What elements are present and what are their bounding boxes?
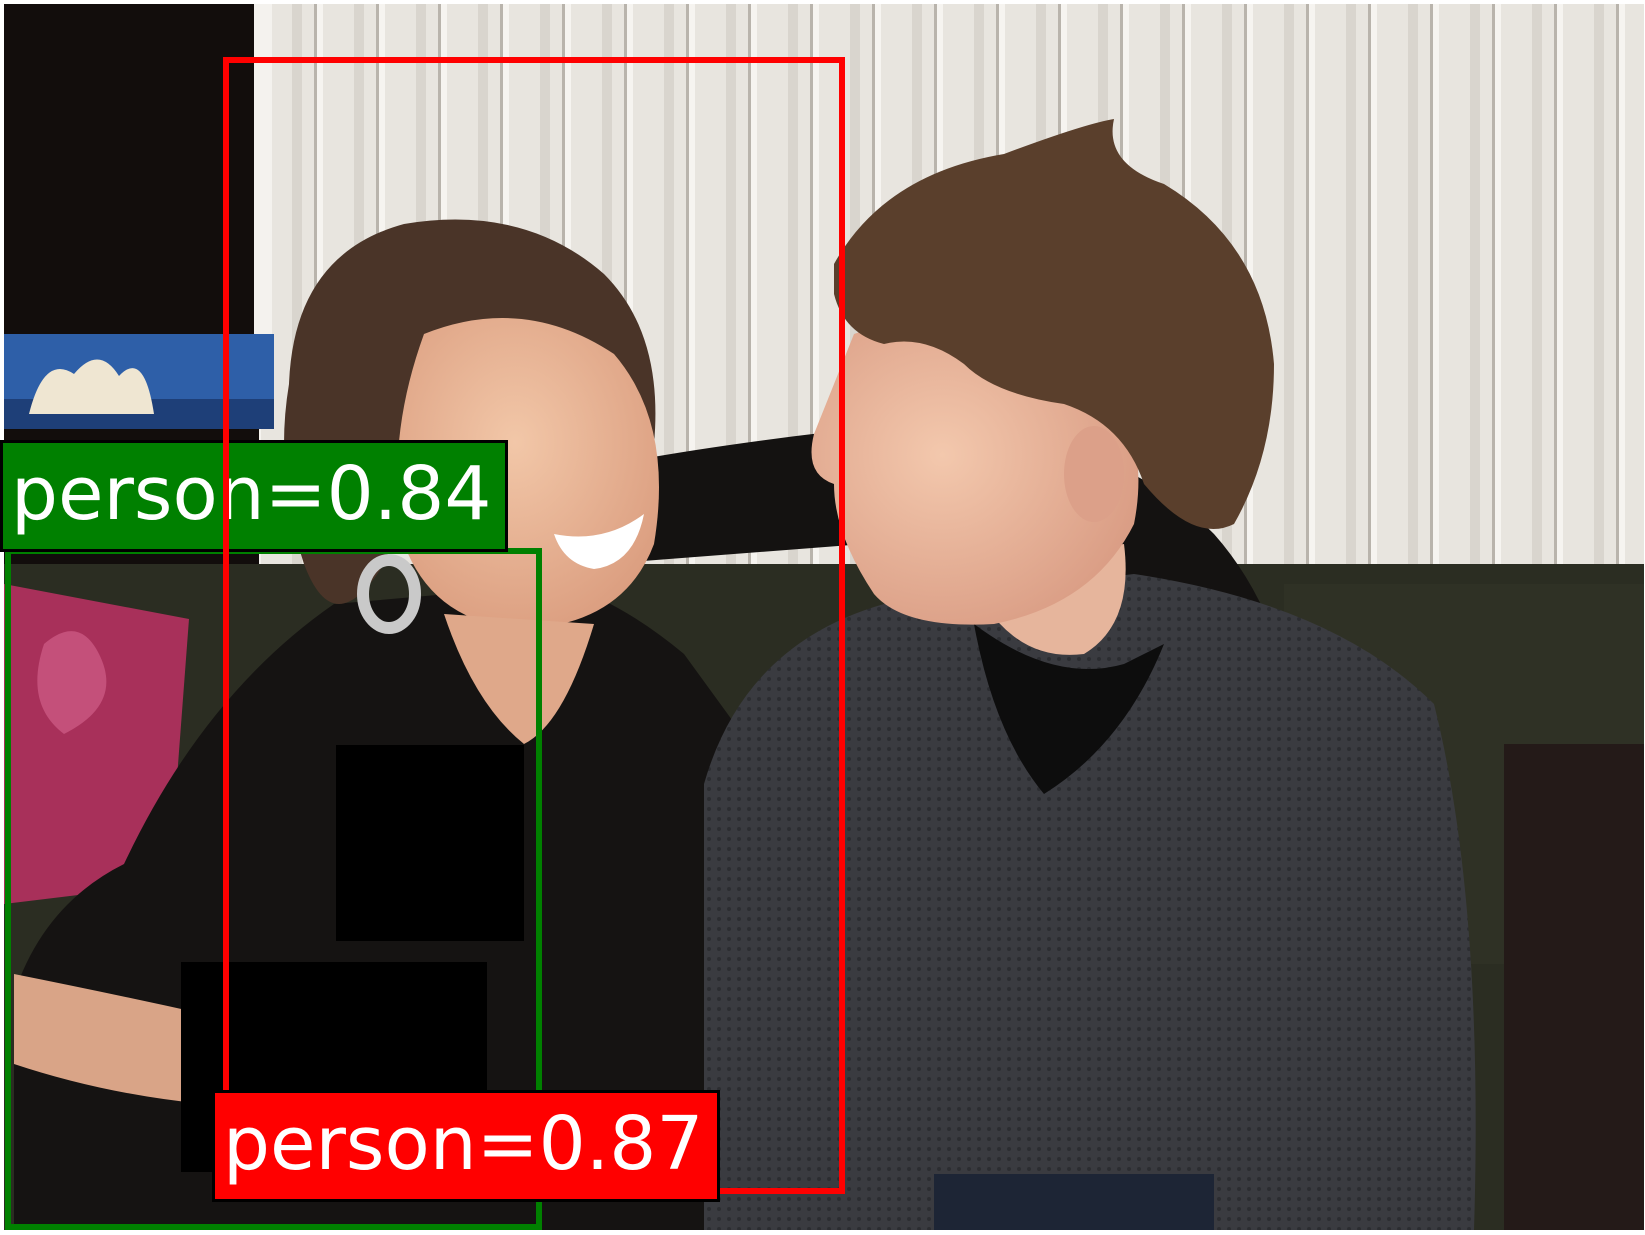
detection-label-person-green: person=0.84: [0, 440, 509, 552]
candles: [29, 359, 154, 414]
redaction-block-upper: [336, 745, 524, 941]
earring: [357, 554, 421, 634]
photo-scene: [4, 4, 1644, 1230]
man-hair: [834, 119, 1274, 529]
photo: [4, 4, 1644, 1230]
man-sweater: [704, 574, 1476, 1230]
detection-box-person-red: [223, 57, 845, 1194]
detection-label-person-red: person=0.87: [212, 1090, 721, 1202]
